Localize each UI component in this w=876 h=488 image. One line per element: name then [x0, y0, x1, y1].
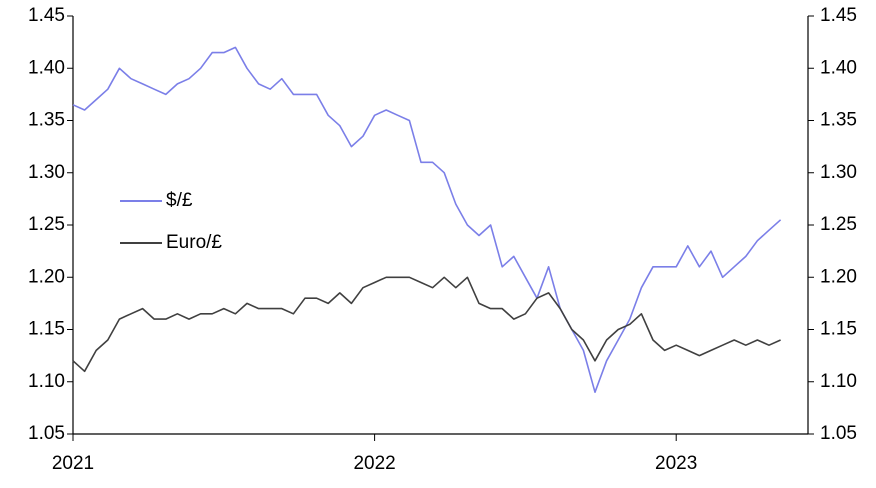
series-line — [72, 46, 782, 393]
y2-tick-label: 1.40 — [820, 57, 857, 78]
y2-tick-label: 1.05 — [820, 423, 857, 444]
x-tick-label: 2021 — [52, 453, 94, 474]
legend-label: $/£ — [166, 190, 193, 211]
y-tick-label: 1.10 — [28, 371, 65, 392]
y2-tick-label: 1.25 — [820, 214, 857, 235]
x-tick-label: 2023 — [655, 453, 697, 474]
y-tick-label: 1.45 — [28, 5, 65, 26]
legend-label: Euro/£ — [166, 232, 222, 253]
series-line — [72, 276, 781, 373]
y-tick-label: 1.35 — [28, 110, 65, 131]
y2-tick-label: 1.35 — [820, 110, 857, 131]
y2-tick-label: 1.20 — [820, 266, 857, 287]
y-tick-label: 1.20 — [28, 266, 65, 287]
y-tick-label: 1.25 — [28, 214, 65, 235]
y-tick-label: 1.40 — [28, 57, 65, 78]
y-tick-label: 1.15 — [28, 319, 65, 340]
y2-tick-label: 1.30 — [820, 162, 857, 183]
x-tick-label: 2022 — [353, 453, 395, 474]
y2-tick-label: 1.45 — [820, 5, 857, 26]
y2-tick-label: 1.15 — [820, 319, 857, 340]
y-tick-label: 1.05 — [28, 423, 65, 444]
y-tick-label: 1.30 — [28, 162, 65, 183]
y2-tick-label: 1.10 — [820, 371, 857, 392]
